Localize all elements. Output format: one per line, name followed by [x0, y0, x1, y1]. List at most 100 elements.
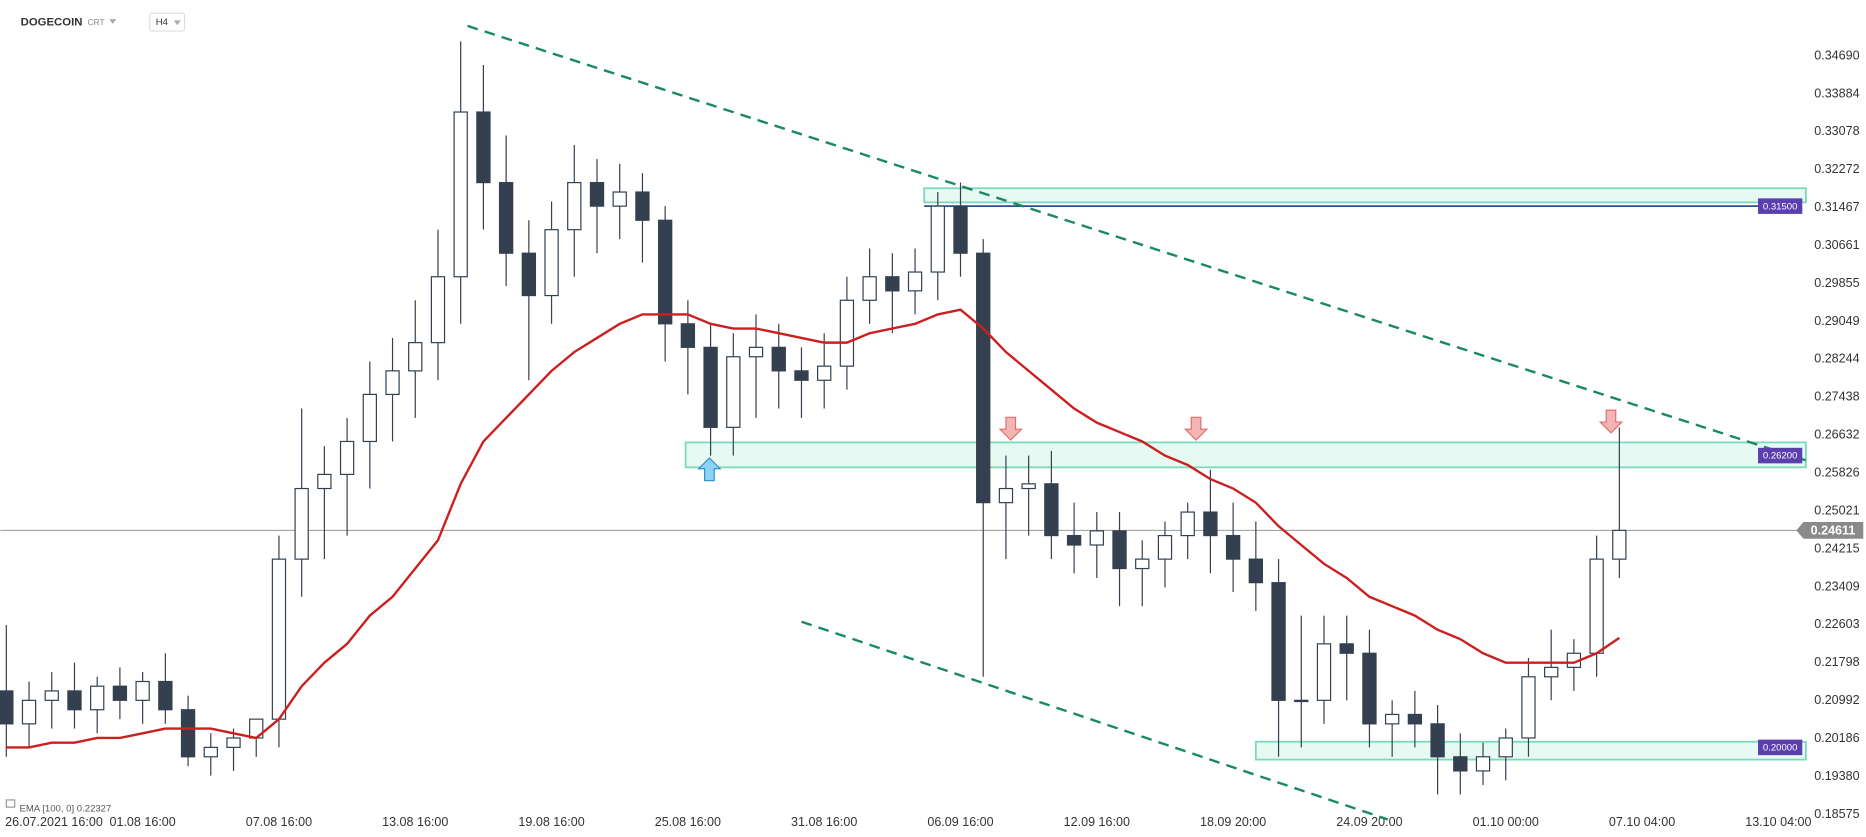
candle-body [385, 370, 400, 395]
candle-body [1225, 534, 1241, 560]
candle-body [271, 558, 287, 720]
candle-body [726, 356, 741, 428]
y-tick-label: 0.23409 [1814, 579, 1859, 593]
x-tick-label: 13.10 04:00 [1745, 815, 1811, 829]
candle-body [1475, 756, 1491, 772]
candle-body [1248, 558, 1264, 584]
trendline [467, 24, 1807, 462]
indicator-legend: EMA [100, 0] 0.22327 [19, 803, 111, 814]
candle-body [1066, 534, 1082, 546]
candle-body [1112, 530, 1127, 570]
candle-body [158, 680, 173, 711]
y-tick-label: 0.31467 [1814, 200, 1859, 214]
y-tick-label: 0.28244 [1814, 352, 1859, 366]
candle-body [67, 690, 82, 711]
candle-body [1521, 676, 1536, 739]
ema-name: EMA [100, 0] [19, 803, 74, 814]
candle-body [453, 111, 468, 278]
candle-body [703, 346, 718, 428]
candle-body [180, 709, 196, 758]
candle-body [839, 299, 855, 367]
interval[interactable]: H4 [156, 17, 169, 28]
candle-body [476, 111, 491, 184]
y-tick-label: 0.20186 [1814, 731, 1859, 745]
y-tick-label: 0.33078 [1814, 124, 1859, 138]
level-zone [923, 187, 1807, 204]
candle-body [21, 699, 37, 725]
x-tick-label: 31.08 16:00 [791, 815, 857, 829]
candle-body [317, 473, 332, 490]
x-tick-label: 24.09 20:00 [1336, 815, 1402, 829]
candle-body [771, 346, 786, 372]
candle-body [362, 393, 377, 443]
level-label-bg [1758, 447, 1803, 464]
y-tick-label: 0.22603 [1814, 617, 1859, 631]
candle-body [1362, 652, 1377, 725]
candle-body [635, 191, 650, 221]
candle-body [1430, 723, 1445, 758]
y-tick-label: 0.30661 [1814, 238, 1859, 252]
candle-body [0, 690, 14, 725]
candle-body [1316, 643, 1332, 701]
x-tick-label: 26.07.2021 16:00 [5, 815, 103, 829]
last-price-pointer [1796, 522, 1804, 539]
interval-box[interactable] [149, 12, 186, 32]
candle-body [90, 685, 105, 711]
candle-body [1453, 756, 1468, 772]
candle-body [521, 252, 537, 297]
y-tick-label: 0.25826 [1814, 466, 1859, 480]
level-label: 0.20000 [1763, 743, 1798, 754]
dropdown-icon[interactable] [173, 20, 181, 26]
last-price-label: 0.24611 [1811, 523, 1856, 537]
x-tick-label: 13.08 16:00 [382, 815, 448, 829]
level-zone [684, 441, 1807, 469]
candle-body [1203, 511, 1218, 537]
y-tick-label: 0.29855 [1814, 276, 1859, 290]
candle-body [1612, 529, 1627, 560]
candle-body [1589, 558, 1604, 654]
candle-body [1089, 530, 1104, 546]
candle-body [794, 370, 809, 381]
level-label-bg [1758, 739, 1803, 756]
x-tick-label: 19.08 16:00 [518, 815, 584, 829]
y-tick-label: 0.29049 [1814, 314, 1859, 328]
candle-body [612, 191, 627, 207]
y-tick-label: 0.26632 [1814, 428, 1859, 442]
candle-body [408, 342, 423, 372]
candle-body [112, 685, 128, 701]
candle-body [1157, 534, 1173, 560]
candle-body [1498, 737, 1513, 758]
x-tick-label: 07.08 16:00 [246, 815, 312, 829]
y-tick-label: 0.34690 [1814, 48, 1859, 62]
x-tick-label: 06.09 16:00 [927, 815, 993, 829]
last-price-bg [1803, 522, 1864, 539]
candle-body [498, 182, 514, 254]
symbol-tag[interactable]: CRT [88, 17, 105, 27]
candle-body [907, 271, 923, 292]
candle-body [1044, 483, 1059, 537]
candle-body [339, 440, 355, 476]
x-tick-label: 07.10 04:00 [1609, 815, 1675, 829]
x-tick-label: 25.08 16:00 [655, 815, 721, 829]
candle-body [748, 346, 764, 358]
candle-body [1135, 558, 1150, 570]
dropdown-icon[interactable] [109, 19, 117, 24]
candle-body [953, 205, 968, 254]
candle-body [1021, 483, 1036, 490]
candle-body [544, 229, 559, 297]
candle-body [135, 680, 150, 701]
x-tick-label: 18.09 20:00 [1200, 815, 1266, 829]
candle-body [1271, 582, 1286, 701]
candle-body [817, 365, 832, 381]
y-tick-label: 0.33884 [1814, 86, 1859, 100]
candle-body [1339, 643, 1354, 654]
candle-body [930, 205, 945, 273]
indicator-icon[interactable] [5, 799, 16, 808]
y-tick-label: 0.27438 [1814, 390, 1859, 404]
level-label: 0.31500 [1763, 201, 1798, 212]
y-tick-label: 0.21798 [1814, 655, 1859, 669]
candle-body [1544, 666, 1559, 678]
candle-body [885, 276, 900, 292]
